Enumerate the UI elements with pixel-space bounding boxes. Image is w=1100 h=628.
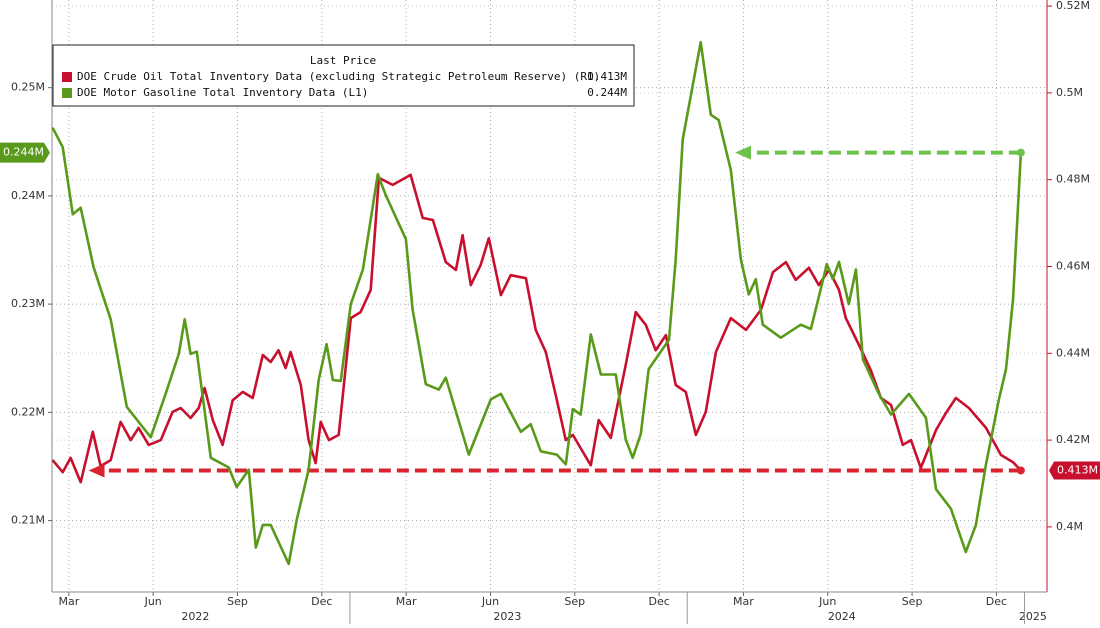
legend-title: Last Price <box>310 54 376 67</box>
y2-tick-label: 0.52M <box>1056 0 1090 12</box>
legend-swatch <box>62 88 72 98</box>
last-point <box>1016 148 1025 157</box>
x-tick-label: Mar <box>733 595 754 608</box>
callout <box>0 142 50 163</box>
callout-label: 0.413M <box>1057 463 1098 476</box>
y-tick-label: 0.24M <box>11 189 45 202</box>
y2-tick-label: 0.4M <box>1056 520 1083 533</box>
x-tick-label: Jun <box>144 595 162 608</box>
legend-box <box>52 44 635 107</box>
x-tick-label: Jun <box>818 595 836 608</box>
callout-label: 0.244M <box>3 146 44 159</box>
x-tick-label: Mar <box>58 595 79 608</box>
x-tick-label: Sep <box>227 595 248 608</box>
legend-value: 0.244M <box>587 86 627 99</box>
x-tick-label: Dec <box>986 595 1007 608</box>
legend: Last Price DOE Crude Oil Total Inventory … <box>52 44 635 107</box>
x-tick-label: Jun <box>481 595 499 608</box>
arrow-head <box>88 463 105 478</box>
last-point <box>1016 466 1025 475</box>
y-tick-label: 0.21M <box>11 514 45 527</box>
y-tick-label: 0.25M <box>11 81 45 94</box>
legend-label: DOE Crude Oil Total Inventory Data (excl… <box>77 70 600 83</box>
y2-tick-label: 0.5M <box>1056 86 1083 99</box>
year-label: 2022 <box>181 610 209 623</box>
x-tick-label: Sep <box>902 595 923 608</box>
legend-label: DOE Motor Gasoline Total Inventory Data … <box>77 86 368 99</box>
y2-tick-label: 0.48M <box>1056 173 1090 186</box>
y2-tick-label: 0.42M <box>1056 433 1090 446</box>
year-label: 2025 <box>1019 610 1047 623</box>
y-tick-label: 0.22M <box>11 405 45 418</box>
legend-value: 0.413M <box>587 70 627 83</box>
x-tick-label: Sep <box>564 595 585 608</box>
x-tick-label: Dec <box>311 595 332 608</box>
year-label: 2024 <box>828 610 856 623</box>
x-tick-label: Mar <box>396 595 417 608</box>
legend-swatch <box>62 72 72 82</box>
y-tick-label: 0.23M <box>11 297 45 310</box>
y2-tick-label: 0.44M <box>1056 346 1090 359</box>
series-line <box>51 40 1023 566</box>
year-label: 2023 <box>493 610 521 623</box>
arrow-head <box>735 145 752 160</box>
y2-tick-label: 0.46M <box>1056 259 1090 272</box>
x-tick-label: Dec <box>648 595 669 608</box>
callout <box>1049 461 1100 480</box>
